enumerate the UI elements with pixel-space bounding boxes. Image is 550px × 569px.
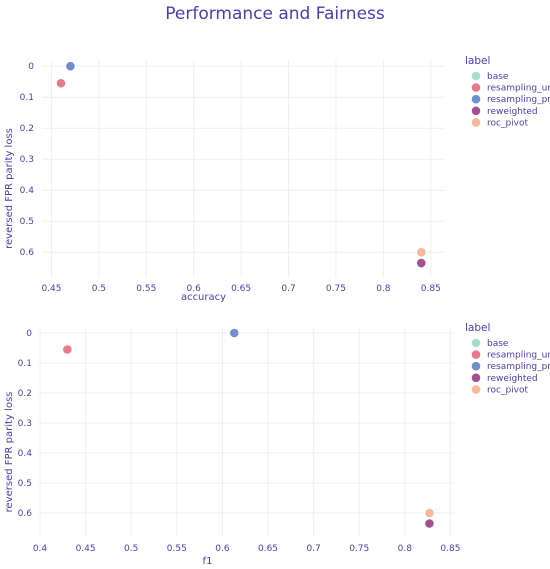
page-title: Performance and Fairness <box>165 4 385 24</box>
y-axis-title: reversed FPR parity loss <box>4 128 15 249</box>
scatter-chart-accuracy[interactable]: 0.45 0.5 0.55 0.6 0.65 0.7 0.75 0.8 0.85 0 0.1 0.2 0… <box>0 40 550 310</box>
x-axis-title: accuracy <box>181 292 226 303</box>
y-tick-label: 0.3 <box>20 155 34 165</box>
legend-marker-reweighted[interactable] <box>471 373 481 383</box>
data-point-roc_pivot[interactable] <box>416 247 427 258</box>
x-tick-label: 0.6 <box>187 284 202 294</box>
x-tick-label: 0.85 <box>440 544 460 554</box>
x-tick-label: 0.4 <box>33 544 48 554</box>
y-axis-title: reversed FPR parity loss <box>4 392 15 513</box>
x-tick-label: 0.85 <box>421 284 441 294</box>
legend-title: label <box>465 322 490 334</box>
data-point-reweighted[interactable] <box>424 518 435 529</box>
y-tick-label: 0.6 <box>20 248 35 258</box>
legend-item-base[interactable]: base <box>487 72 509 82</box>
legend-marker-reweighted[interactable] <box>471 106 481 116</box>
x-tick-label: 0.55 <box>136 284 156 294</box>
legend-item-resampling_pref[interactable]: resampling_pref <box>487 95 550 105</box>
y-tick-label: 0.3 <box>18 419 32 429</box>
legend-item-roc_pivot[interactable]: roc_pivot <box>487 118 529 128</box>
legend-marker-resampling_uni[interactable] <box>471 350 481 359</box>
legend-marker-base[interactable] <box>471 71 481 81</box>
x-tick-label: 0.55 <box>167 544 187 554</box>
y-tick-label: 0.2 <box>18 389 32 399</box>
x-tick-label: 0.8 <box>398 544 413 554</box>
legend-item-reweighted[interactable]: reweighted <box>487 374 538 384</box>
y-tick-label: 0 <box>26 329 32 339</box>
data-point-resampling_pref[interactable] <box>229 328 240 338</box>
legend-item-resampling_uni[interactable]: resampling_uni <box>487 84 550 94</box>
x-tick-label: 0.75 <box>326 284 346 294</box>
legend-marker-resampling_pref[interactable] <box>471 361 481 371</box>
x-tick-label: 0.45 <box>41 284 61 294</box>
data-point-resampling_uni[interactable] <box>62 344 73 355</box>
legend-item-roc_pivot[interactable]: roc_pivot <box>487 385 529 395</box>
x-tick-label: 0.65 <box>231 284 251 294</box>
legend-marker-resampling_uni[interactable] <box>471 83 481 92</box>
y-tick-label: 0.5 <box>20 217 34 227</box>
y-tick-label: 0.1 <box>20 93 34 103</box>
x-axis-title: f1 <box>203 556 213 567</box>
data-point-reweighted[interactable] <box>416 258 427 268</box>
y-tick-label: 0 <box>28 62 34 72</box>
data-point-resampling_uni[interactable] <box>56 78 66 89</box>
legend-item-resampling_pref[interactable]: resampling_pref <box>487 362 550 372</box>
y-tick-label: 0.6 <box>18 509 33 519</box>
legend-item-reweighted[interactable]: reweighted <box>487 107 538 117</box>
legend-marker-resampling_pref[interactable] <box>471 94 481 104</box>
legend-item-base[interactable]: base <box>487 339 509 349</box>
x-tick-label: 0.75 <box>349 544 369 554</box>
y-tick-label: 0.2 <box>20 124 34 134</box>
x-tick-label: 0.8 <box>376 284 391 294</box>
y-tick-label: 0.1 <box>18 359 32 369</box>
data-point-roc_pivot[interactable] <box>424 508 435 518</box>
legend-marker-roc_pivot[interactable] <box>471 385 481 394</box>
legend-marker-base[interactable] <box>471 338 481 348</box>
x-tick-label: 0.5 <box>92 284 106 294</box>
x-tick-label: 0.7 <box>281 284 295 294</box>
legend-item-resampling_uni[interactable]: resampling_uni <box>487 351 550 361</box>
x-tick-label: 0.5 <box>124 544 138 554</box>
legend-title: label <box>465 55 490 67</box>
x-tick-label: 0.65 <box>258 544 278 554</box>
x-tick-label: 0.45 <box>76 544 96 554</box>
x-tick-label: 0.7 <box>306 544 320 554</box>
y-tick-label: 0.4 <box>20 186 35 196</box>
y-tick-label: 0.5 <box>18 479 32 489</box>
data-point-resampling_pref[interactable] <box>65 61 76 72</box>
scatter-chart-f1[interactable]: 0.4 0.45 0.5 0.55 0.6 0.65 0.7 0.75 0.8 0.85 0 0.1 0… <box>0 312 550 569</box>
legend-marker-roc_pivot[interactable] <box>471 118 481 127</box>
x-tick-label: 0.6 <box>215 544 230 554</box>
y-tick-label: 0.4 <box>18 449 33 459</box>
